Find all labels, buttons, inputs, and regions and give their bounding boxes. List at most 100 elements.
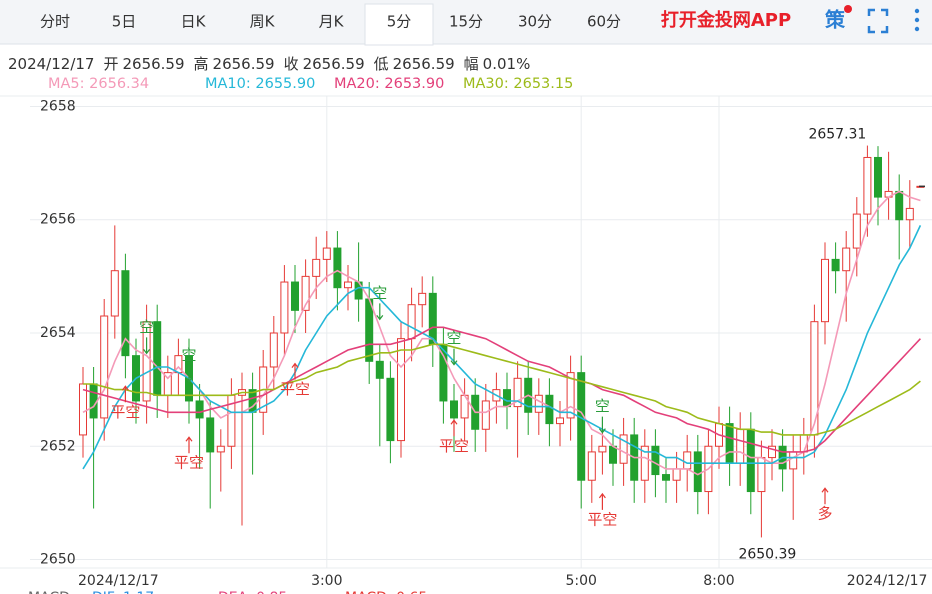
notice-dot xyxy=(844,5,852,13)
quote-line: 2024/12/17 开 2656.59 高 2656.59 收 2656.59 低 2656.… xyxy=(8,55,530,73)
tab[interactable]: 日K xyxy=(181,13,207,31)
candle-body xyxy=(110,270,119,317)
y-tick-label: 2656 xyxy=(40,212,76,228)
quote-label: 开 xyxy=(103,55,118,73)
candle-body xyxy=(418,292,427,306)
candle-body xyxy=(121,270,130,357)
signal-arrow xyxy=(450,419,458,437)
signal-arrow xyxy=(376,303,384,321)
grid xyxy=(30,96,932,568)
tab[interactable]: 60分 xyxy=(587,13,621,31)
legend-entry: MA20: 2653.90 xyxy=(334,76,444,92)
candle-body xyxy=(291,281,299,311)
tab[interactable]: 分时 xyxy=(40,13,70,31)
quote-date: 2024/12/17 xyxy=(8,55,94,73)
candle-body xyxy=(810,321,819,436)
candle-body xyxy=(566,372,575,419)
x-tick-label: 3:00 xyxy=(311,573,342,589)
legend-entry: MA5: 2656.34 xyxy=(48,76,149,92)
y-tick-label: 2658 xyxy=(40,98,76,114)
active-tab-bg xyxy=(364,3,434,46)
candle-body xyxy=(503,389,511,408)
quote-value: 2656.59 xyxy=(393,55,455,73)
legend-entry: MA30: 2653.15 xyxy=(463,76,573,92)
candle-body xyxy=(789,451,798,470)
quote-label: 低 xyxy=(374,55,389,73)
candle-body xyxy=(598,445,607,453)
signal-arrow xyxy=(598,416,606,434)
candle-body xyxy=(842,247,851,272)
min-label: 2650.39 xyxy=(738,546,796,562)
candle-body xyxy=(322,247,331,260)
candle-body xyxy=(852,213,861,249)
tab[interactable]: 周K xyxy=(250,13,276,31)
quote-label: 高 xyxy=(194,55,209,73)
candle-body xyxy=(206,417,215,453)
candle-body xyxy=(534,394,543,413)
tab[interactable]: 15分 xyxy=(449,13,483,31)
y-tick-label: 2650 xyxy=(40,552,76,568)
candle-body xyxy=(619,434,628,464)
tab[interactable]: 月K xyxy=(319,13,345,31)
ma-line xyxy=(82,225,922,470)
ma-lines xyxy=(82,190,922,476)
more-button[interactable] xyxy=(914,8,920,32)
x-tick-label: 5:00 xyxy=(565,573,596,589)
candle-body xyxy=(725,423,734,464)
tab[interactable]: 5分 xyxy=(387,13,412,31)
candle-body xyxy=(407,304,416,340)
y-tick-label: 2652 xyxy=(40,438,76,454)
signal-arrow xyxy=(291,362,299,380)
signal-label: 平空 xyxy=(174,454,204,472)
ma-line xyxy=(82,326,921,453)
tab[interactable]: 30分 xyxy=(518,13,552,31)
candle-body xyxy=(905,207,914,221)
candle-body xyxy=(153,321,162,396)
more-dot xyxy=(914,26,920,32)
signal-arrow xyxy=(450,348,458,366)
x-tick-label: 2024/12/17 xyxy=(78,573,159,589)
candle-body xyxy=(513,377,522,408)
tab[interactable]: 5日 xyxy=(112,13,137,31)
tab-bar xyxy=(0,0,932,44)
indicator-entry: MACD: 0.65 xyxy=(345,590,427,594)
quote-value: 2656.59 xyxy=(213,55,275,73)
candle-body xyxy=(577,372,586,481)
candle-body xyxy=(386,377,395,442)
candle-body xyxy=(545,394,554,425)
signal-label: 平空 xyxy=(110,403,140,421)
candle-body xyxy=(89,383,98,419)
candle-body xyxy=(863,156,872,215)
candle-body xyxy=(821,258,829,323)
candle-body xyxy=(640,445,649,481)
signal-label: 空 xyxy=(139,318,154,336)
candle-body xyxy=(312,258,321,277)
candle-body xyxy=(556,417,564,425)
strategy-button[interactable]: 策 xyxy=(825,8,846,32)
candle-body xyxy=(333,247,342,289)
candle-body xyxy=(375,360,384,379)
app-link[interactable]: 打开金投网APP xyxy=(661,9,791,31)
more-dot xyxy=(914,17,920,23)
quote-value: 0.01% xyxy=(483,55,531,73)
candle-body xyxy=(895,190,904,221)
candle-body xyxy=(736,428,745,464)
indicator-legend: MACD DIF: 1.17 DEA: 0.85 MACD: 0.65 xyxy=(28,590,427,594)
candle-body xyxy=(216,445,225,453)
x-tick-label: 2024/12/17 xyxy=(847,573,928,589)
candle-body xyxy=(280,281,289,334)
candle-body xyxy=(142,321,151,402)
candle-body xyxy=(301,275,310,311)
candle-body xyxy=(683,451,692,470)
indicator-entry: MACD xyxy=(28,590,70,594)
candle-body xyxy=(768,445,776,459)
ma-line xyxy=(82,190,921,476)
candle-body xyxy=(874,156,882,198)
candle-body xyxy=(344,281,352,289)
fullscreen-button[interactable] xyxy=(867,8,889,34)
x-tick-label: 8:00 xyxy=(703,573,734,589)
signal-arrow xyxy=(185,436,193,454)
fullscreen-icon xyxy=(867,8,889,34)
signal-label: 平空 xyxy=(439,437,469,455)
